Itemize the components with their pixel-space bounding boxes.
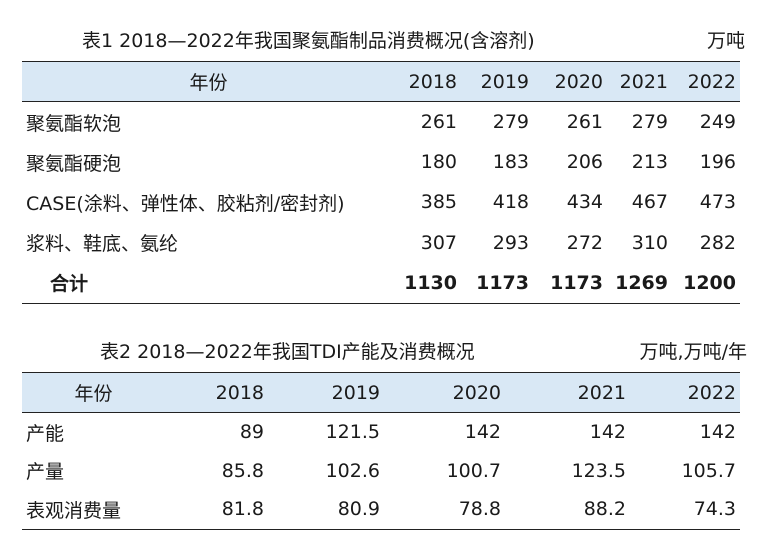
cell-value: 89: [239, 421, 264, 444]
cell-value: 80.9: [337, 498, 380, 521]
cell-value: 88.2: [583, 498, 626, 521]
cell-value: 293: [492, 231, 529, 254]
table1-header-label: 年份: [22, 61, 395, 102]
row-label: 合计: [50, 273, 89, 296]
table1-header-year: 2022: [672, 61, 740, 102]
cell-value: 1173: [550, 271, 603, 294]
cell-value: 282: [699, 231, 736, 254]
table1-header-year: 2018: [395, 61, 461, 102]
table-row: 聚氨酯软泡 261 279 261 279 249: [22, 102, 740, 143]
table2-header-year: 2018: [165, 372, 268, 413]
cell-value: 473: [699, 191, 736, 214]
row-label: 表观消费量: [26, 499, 122, 522]
cell-value: 105.7: [681, 459, 736, 482]
cell-value: 261: [420, 111, 457, 134]
table1-header-row: 年份 2018 2019 2020 2021 2022: [22, 61, 740, 102]
cell-value: 1269: [615, 271, 668, 294]
cell-value: 100.7: [446, 459, 501, 482]
cell-value: 434: [566, 191, 603, 214]
table1-unit: 万吨: [706, 30, 745, 52]
cell-value: 196: [699, 151, 736, 174]
cell-value: 102.6: [325, 459, 380, 482]
cell-value: 249: [699, 111, 736, 134]
cell-value: 213: [631, 151, 668, 174]
cell-value: 1130: [404, 271, 457, 294]
cell-value: 467: [631, 191, 668, 214]
table-row: 产量 85.8 102.6 100.7 123.5 105.7: [22, 452, 740, 491]
cell-value: 85.8: [221, 459, 264, 482]
table2-header-year: 2022: [630, 372, 740, 413]
table2: 年份 2018 2019 2020 2021 2022 产能 89 121.5 …: [22, 372, 740, 530]
table1: 年份 2018 2019 2020 2021 2022 聚氨酯软泡 261 27…: [22, 61, 740, 304]
cell-value: 142: [464, 421, 501, 444]
cell-value: 272: [566, 231, 603, 254]
cell-value: 183: [492, 151, 529, 174]
row-label: 产量: [26, 461, 65, 484]
cell-value: 142: [589, 421, 626, 444]
cell-value: 1173: [476, 271, 529, 294]
table-row: 产能 89 121.5 142 142 142: [22, 413, 740, 452]
cell-value: 385: [420, 191, 457, 214]
cell-value: 310: [631, 231, 668, 254]
cell-value: 74.3: [693, 498, 736, 521]
table2-header-row: 年份 2018 2019 2020 2021 2022: [22, 372, 740, 413]
table-row: 浆料、鞋底、氨纶 307 293 272 310 282: [22, 223, 740, 263]
cell-value: 142: [699, 421, 736, 444]
cell-value: 121.5: [325, 421, 380, 444]
table1-header-year: 2020: [533, 61, 607, 102]
cell-value: 180: [420, 151, 457, 174]
cell-value: 81.8: [221, 498, 264, 521]
table-row: 聚氨酯硬泡 180 183 206 213 196: [22, 142, 740, 182]
row-label: 产能: [26, 422, 65, 445]
table2-caption: 表2 2018—2022年我国TDI产能及消费概况: [100, 341, 475, 363]
row-label: CASE(涂料、弹性体、胶粘剂/密封剂): [26, 192, 345, 215]
cell-value: 261: [566, 111, 603, 134]
row-label: 聚氨酯软泡: [26, 112, 122, 135]
table-row: 表观消费量 81.8 80.9 78.8 88.2 74.3: [22, 490, 740, 529]
table2-header-year: 2021: [505, 372, 630, 413]
table2-header-label: 年份: [22, 372, 165, 413]
cell-value: 1200: [683, 271, 736, 294]
table2-unit: 万吨,万吨/年: [639, 341, 747, 363]
cell-value: 206: [566, 151, 603, 174]
table-total-row: 合计 1130 1173 1173 1269 1200: [22, 263, 740, 304]
cell-value: 279: [631, 111, 668, 134]
table1-caption: 表1 2018—2022年我国聚氨酯制品消费概况(含溶剂): [82, 30, 535, 52]
cell-value: 279: [492, 111, 529, 134]
table2-header-year: 2019: [268, 372, 384, 413]
table2-header-year: 2020: [384, 372, 505, 413]
table-row: CASE(涂料、弹性体、胶粘剂/密封剂) 385 418 434 467 473: [22, 182, 740, 222]
cell-value: 418: [492, 191, 529, 214]
cell-value: 78.8: [458, 498, 501, 521]
table1-header-year: 2019: [461, 61, 533, 102]
row-label: 浆料、鞋底、氨纶: [26, 233, 179, 256]
cell-value: 307: [420, 231, 457, 254]
cell-value: 123.5: [571, 459, 626, 482]
row-label: 聚氨酯硬泡: [26, 152, 122, 175]
table1-header-year: 2021: [607, 61, 672, 102]
